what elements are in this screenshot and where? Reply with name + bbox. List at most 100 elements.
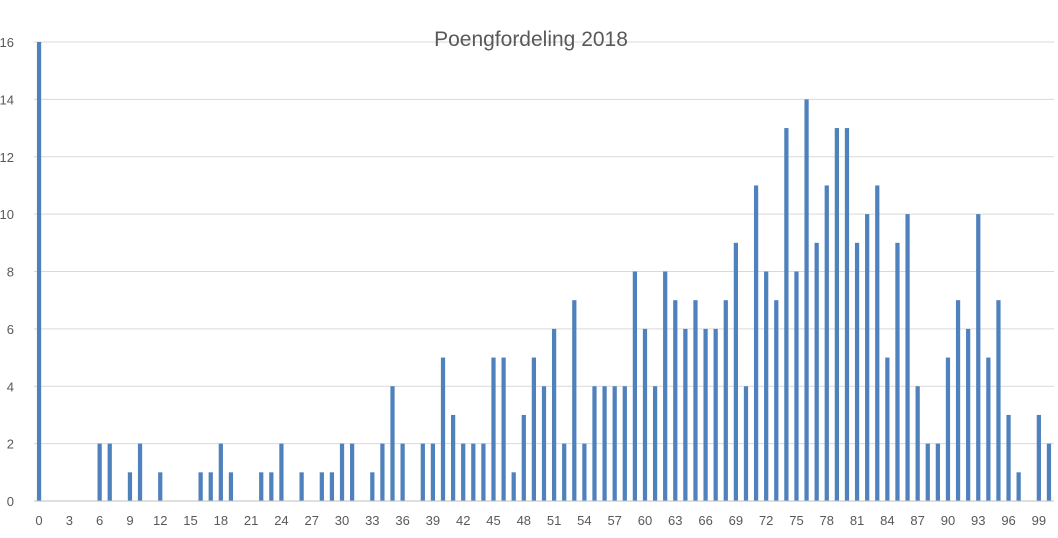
bar [350, 443, 355, 502]
bar [632, 271, 638, 501]
bar [218, 443, 223, 502]
x-tick-label: 39 [426, 513, 440, 528]
x-tick-label: 3 [66, 513, 73, 528]
bar [612, 386, 617, 501]
bar [895, 242, 900, 501]
y-tick-label: 0 [7, 494, 14, 509]
x-tick-label: 78 [820, 513, 834, 528]
bar [259, 472, 264, 501]
x-tick-label: 84 [880, 513, 894, 528]
x-tick-label: 81 [850, 513, 864, 528]
bar [622, 386, 627, 501]
bar [400, 443, 405, 502]
bar [743, 386, 749, 501]
bar [955, 300, 961, 501]
x-tick-label: 66 [698, 513, 712, 528]
x-tick-label: 30 [335, 513, 349, 528]
x-tick-label: 27 [304, 513, 318, 528]
bar [521, 414, 526, 501]
bar [471, 443, 476, 502]
bar [885, 357, 890, 501]
x-tick-label: 75 [789, 513, 803, 528]
x-tick-label: 99 [1032, 513, 1046, 528]
bar [935, 443, 940, 502]
x-tick-label: 54 [577, 513, 591, 528]
x-tick-label: 24 [274, 513, 288, 528]
bar [562, 443, 567, 502]
bar [541, 386, 547, 501]
bar [481, 443, 486, 502]
bar [663, 271, 668, 501]
bar [1006, 414, 1011, 501]
gridlines [34, 41, 1054, 445]
x-tick-label: 9 [126, 513, 133, 528]
bar [683, 328, 688, 502]
x-tick-label: 51 [547, 513, 561, 528]
bar [551, 328, 557, 502]
x-tick-label: 21 [244, 513, 258, 528]
bar [673, 300, 678, 501]
bar [854, 242, 860, 501]
bar [1046, 443, 1052, 502]
bar [279, 443, 284, 502]
bar [208, 472, 213, 501]
bar [420, 443, 425, 502]
bar [1016, 472, 1021, 501]
x-tick-label: 57 [607, 513, 621, 528]
x-tick-label: 42 [456, 513, 470, 528]
x-tick-label: 18 [214, 513, 228, 528]
bar [36, 42, 42, 501]
bar [915, 386, 920, 501]
bar [380, 443, 385, 502]
bar [824, 185, 829, 501]
bar [925, 443, 930, 502]
bar [329, 472, 335, 501]
y-tick-label: 16 [0, 35, 14, 50]
bar [652, 386, 658, 501]
bar [986, 357, 991, 501]
bar [784, 128, 789, 501]
bar [602, 386, 607, 501]
bar [97, 443, 102, 502]
bar [592, 386, 597, 501]
bar [875, 185, 880, 501]
x-tick-label: 45 [486, 513, 500, 528]
chart-title: Poengfordeling 2018 [434, 28, 628, 51]
bar [370, 472, 375, 501]
bar [107, 443, 112, 502]
bars [36, 42, 1052, 502]
x-tick-label: 48 [517, 513, 531, 528]
bar [228, 472, 234, 501]
x-tick-label: 15 [183, 513, 197, 528]
y-tick-label: 12 [0, 150, 14, 165]
bar [440, 357, 446, 501]
bar [127, 472, 133, 501]
x-tick-label: 69 [729, 513, 743, 528]
bar [976, 214, 981, 502]
y-tick-label: 14 [0, 92, 14, 107]
x-tick-label: 72 [759, 513, 773, 528]
bar [642, 328, 648, 502]
x-tick-label: 93 [971, 513, 985, 528]
x-tick-label: 6 [96, 513, 103, 528]
bar [996, 300, 1001, 501]
bar [966, 328, 971, 502]
bar [269, 472, 274, 501]
x-tick-label: 12 [153, 513, 167, 528]
y-tick-label: 6 [7, 322, 14, 337]
bar [713, 328, 718, 502]
bar [834, 128, 839, 501]
bar [299, 472, 304, 501]
bar [450, 414, 456, 501]
bar [1036, 414, 1041, 501]
x-axis-ticks: 0 3 6 9 12 15 18 21 24 27 30 33 36 39 42 45 48 51 54 57 60 63… [35, 513, 1046, 528]
x-tick-label: 96 [1001, 513, 1015, 528]
bar [733, 242, 738, 501]
bar [430, 443, 436, 502]
bar [501, 357, 506, 501]
bar [753, 185, 759, 501]
bar [319, 472, 324, 501]
bar [461, 443, 466, 502]
